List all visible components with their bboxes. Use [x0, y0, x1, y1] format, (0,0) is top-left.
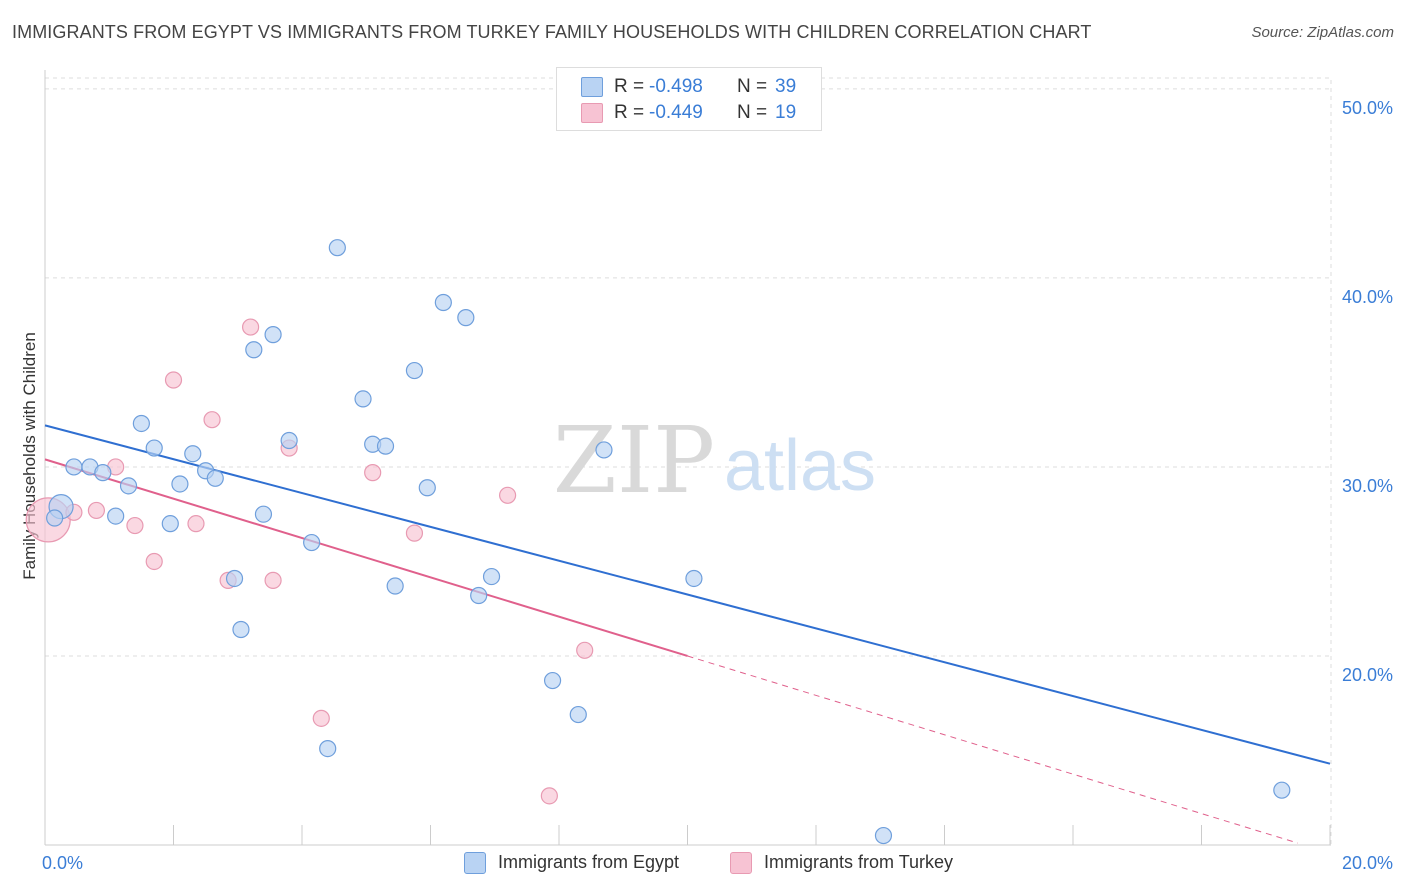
egypt-point: [1273, 781, 1291, 799]
egypt-point: [470, 586, 488, 605]
egypt-legend-swatch: [464, 852, 486, 874]
turkey-trend-line: [44, 458, 688, 657]
egypt-point: [386, 577, 404, 595]
r-value: -0.498: [649, 76, 703, 97]
n-value: 19: [775, 102, 797, 123]
egypt-point: [303, 533, 321, 552]
egypt-point: [543, 671, 562, 690]
egypt-point: [161, 515, 179, 533]
egypt-point: [46, 509, 64, 527]
turkey-point: [264, 571, 282, 589]
egypt-point: [354, 390, 372, 408]
source-label: Source: ZipAtlas.com: [1251, 24, 1394, 41]
chart-title: IMMIGRANTS FROM EGYPT VS IMMIGRANTS FROM…: [12, 22, 1092, 42]
turkey-swatch: [581, 103, 603, 123]
x-tick-label: 20.0%: [1342, 853, 1393, 873]
turkey-point: [87, 501, 106, 520]
egypt-swatch: [581, 77, 603, 97]
axes: [44, 70, 1331, 846]
egypt-point: [569, 705, 587, 724]
egypt-point: [184, 445, 202, 463]
egypt-point: [457, 309, 475, 327]
egypt-point: [171, 475, 189, 493]
egypt-point: [405, 361, 424, 380]
legend-label-turkey: Immigrants from Turkey: [764, 852, 954, 872]
turkey-point: [187, 515, 205, 533]
r-value: -0.449: [649, 102, 703, 123]
n-label: N =: [737, 76, 768, 97]
egypt-point: [319, 739, 337, 758]
watermark-atlas: atlas: [724, 426, 876, 506]
turkey-point: [499, 486, 517, 504]
egypt-point: [264, 326, 282, 344]
turkey-point: [364, 464, 382, 482]
egypt-point: [434, 293, 452, 312]
egypt-point: [232, 620, 250, 639]
egypt-point: [328, 239, 346, 257]
egypt-point: [65, 458, 83, 476]
egypt-point: [874, 826, 893, 845]
legend-label-egypt: Immigrants from Egypt: [498, 852, 680, 872]
egypt-point: [245, 341, 263, 359]
watermark: ZIP atlas: [553, 407, 876, 514]
trend-lines: [44, 424, 1331, 844]
turkey-point: [164, 371, 183, 389]
y-tick-label: 20.0%: [1342, 665, 1393, 685]
turkey-point: [540, 787, 558, 805]
y-tick-label: 30.0%: [1342, 476, 1393, 496]
turkey-point: [126, 516, 144, 535]
egypt-point: [206, 469, 224, 487]
egypt-trend-line: [44, 424, 1331, 765]
turkey-point: [242, 318, 260, 336]
turkey-point: [145, 552, 163, 571]
r-label: R =: [614, 76, 645, 97]
egypt-point: [132, 414, 150, 433]
y-tick-label: 40.0%: [1342, 287, 1393, 307]
watermark-zip: ZIP: [553, 407, 715, 514]
egypt-point: [225, 569, 244, 588]
turkey-point: [576, 641, 594, 659]
egypt-point: [280, 431, 298, 450]
y-tick-label: 50.0%: [1342, 98, 1393, 118]
egypt-point: [145, 439, 163, 457]
turkey-point: [405, 524, 424, 542]
egypt-point: [595, 441, 613, 459]
turkey-point: [203, 411, 221, 429]
turkey-point: [312, 709, 330, 727]
tick-labels: 20.0% 30.0% 40.0% 50.0% 0.0% 20.0%: [42, 98, 1393, 873]
data-points: [25, 239, 1291, 845]
egypt-point: [107, 507, 125, 525]
n-label: N =: [737, 102, 768, 123]
egypt-point: [376, 437, 395, 455]
turkey-legend-swatch: [730, 852, 752, 874]
egypt-point: [94, 464, 112, 482]
n-value: 39: [775, 76, 797, 97]
r-label: R =: [614, 102, 645, 123]
stats-box: R = -0.498 N = 39 R = -0.449 N = 19: [556, 67, 822, 131]
egypt-point: [418, 479, 436, 497]
x-tick-label: 0.0%: [42, 853, 83, 873]
egypt-point: [254, 505, 273, 523]
egypt-point: [119, 477, 138, 495]
turkey-trend-extension: [687, 655, 1299, 844]
egypt-point: [482, 567, 501, 586]
egypt-point: [685, 569, 703, 588]
